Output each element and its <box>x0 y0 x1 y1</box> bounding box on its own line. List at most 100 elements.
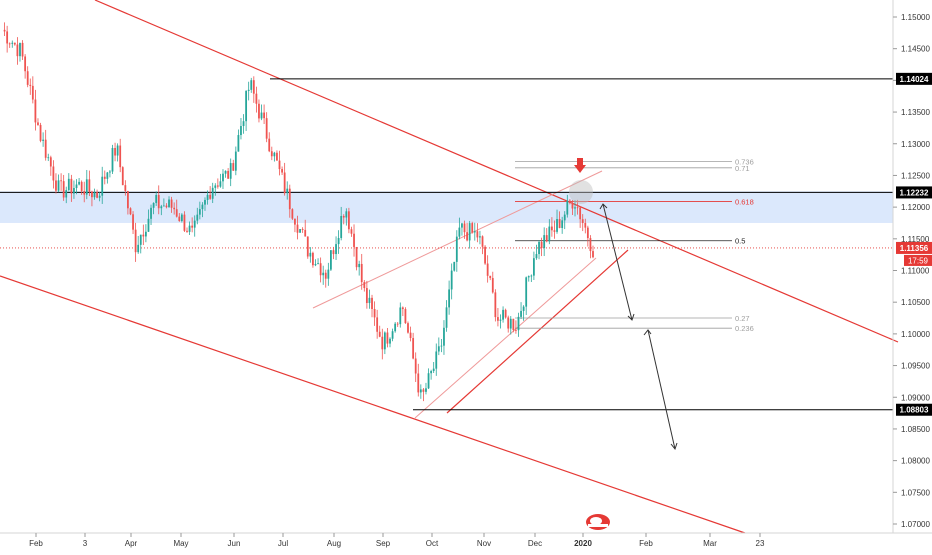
candle-body <box>101 176 104 196</box>
horizontal-levels <box>0 78 893 411</box>
candle-body <box>29 84 32 86</box>
fib-level-label: 0.27 <box>735 314 750 323</box>
candle-body <box>80 181 83 192</box>
candle-body <box>268 138 271 152</box>
level-price-tag <box>896 186 932 199</box>
candle-body <box>83 191 86 195</box>
candle-body <box>363 282 366 289</box>
candle-body <box>517 316 520 331</box>
candle-body <box>52 166 55 181</box>
candle-body <box>401 307 404 310</box>
y-tick-label: 1.15000 <box>901 13 930 22</box>
candle-body <box>237 135 240 152</box>
candle-body <box>263 112 265 119</box>
level-price-tag <box>896 403 932 416</box>
candle-body <box>589 238 592 252</box>
candle-body <box>491 278 494 293</box>
candle-body <box>44 139 47 158</box>
y-tick-label: 1.09000 <box>901 393 930 402</box>
candle-body <box>98 195 101 198</box>
candle-body <box>180 214 183 222</box>
candle-body <box>157 195 160 209</box>
price-labels: 1.14024 1.12232 1.08803 1.11356 17:59 <box>896 72 932 416</box>
candle-body <box>484 246 486 264</box>
candle-body <box>358 263 361 268</box>
candle-body <box>147 218 150 232</box>
candle-body <box>291 209 294 219</box>
candle-body <box>57 180 60 191</box>
candle-body <box>396 323 399 325</box>
candle-body <box>62 181 65 198</box>
candle-body <box>37 122 39 125</box>
candle-body <box>103 176 106 179</box>
candle-body <box>70 178 73 194</box>
y-tick-label: 1.13000 <box>901 140 930 149</box>
candle-body <box>579 207 582 220</box>
candle-body <box>288 188 291 210</box>
candle-body <box>383 332 386 350</box>
candle-body <box>409 332 412 339</box>
x-tick-label: 23 <box>756 539 765 548</box>
candle-body <box>258 103 260 119</box>
candle-body <box>373 309 376 318</box>
candle-body <box>270 151 273 157</box>
candle-body <box>19 42 21 57</box>
level-price-tag <box>896 72 932 85</box>
candle-body <box>533 258 535 276</box>
candle-body <box>8 43 11 45</box>
candle-body <box>224 170 227 174</box>
x-tick-label: Sep <box>376 539 391 548</box>
y-tick-label: 1.13500 <box>901 108 930 117</box>
candle-body <box>538 241 540 255</box>
candle-body <box>355 246 358 268</box>
candle-body <box>250 80 253 90</box>
x-tick-label: Aug <box>327 539 341 548</box>
candle-body <box>548 226 551 242</box>
candle-body <box>162 205 165 207</box>
candle-body <box>142 234 145 237</box>
candle-body <box>55 180 57 191</box>
candle-body <box>563 214 566 221</box>
candle-body <box>309 252 312 257</box>
candle-body <box>586 227 589 239</box>
rising-support-line-2 <box>446 249 629 414</box>
x-tick-label: Nov <box>477 539 491 548</box>
fib-level-label: 0.736 <box>735 157 754 166</box>
candle-body <box>389 338 391 344</box>
arrow-head-icon <box>670 442 678 451</box>
candle-body <box>550 226 553 231</box>
candle-body <box>337 238 340 245</box>
trendlines <box>0 0 899 534</box>
candle-body <box>276 152 278 161</box>
x-tick-label: Jul <box>278 539 288 548</box>
candle-body <box>476 231 479 238</box>
candle-body <box>347 211 350 230</box>
candle-body <box>558 219 561 228</box>
candle-body <box>47 157 50 159</box>
candle-body <box>530 275 533 277</box>
candle-body <box>404 309 407 324</box>
candle-body <box>296 224 299 233</box>
fib-level-label: 0.618 <box>735 197 754 206</box>
price-axis[interactable]: 1.150001.145001.140001.135001.130001.125… <box>893 13 930 529</box>
candle-body <box>73 188 75 194</box>
candle-body <box>229 163 232 179</box>
time-axis[interactable]: Feb 3 Apr May Jun Jul Aug Sep Oct Nov Dec 2020 Feb Ma… <box>29 533 765 548</box>
candle-body <box>576 207 579 209</box>
candle-body <box>129 208 132 215</box>
candle-body <box>568 200 571 203</box>
candle-body <box>345 211 348 218</box>
candle-body <box>556 219 558 232</box>
candle-body <box>335 244 337 255</box>
y-tick-label: 1.12500 <box>901 171 930 180</box>
candle-body <box>399 307 402 325</box>
candle-body <box>116 145 119 156</box>
candle-body <box>448 289 451 308</box>
fib-level-label: 0.5 <box>735 237 745 246</box>
candle-body <box>473 231 476 233</box>
candle-body <box>466 232 468 241</box>
candle-body <box>119 145 122 168</box>
